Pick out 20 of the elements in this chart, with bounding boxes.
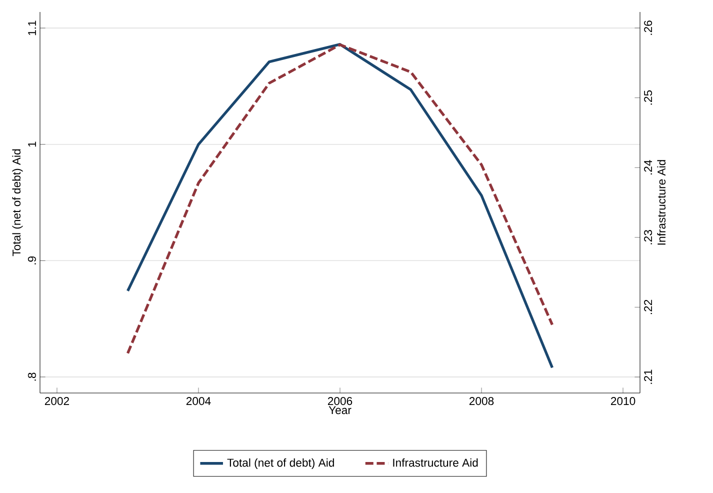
legend-label: Total (net of debt) Aid (227, 458, 334, 469)
y-tick-label: .8 (28, 372, 36, 381)
y2-tick-label: .22 (644, 300, 652, 314)
x-axis-title: Year (328, 406, 352, 414)
x-tick-label: 2010 (610, 397, 636, 406)
x-tick-label: 2006 (328, 397, 352, 406)
x-tick-label: 2004 (186, 397, 211, 406)
y2-axis-title: Infrastructure Aid (657, 160, 666, 245)
y-tick-label: 1.1 (28, 20, 36, 36)
y2-tick-label: .25 (644, 90, 652, 105)
y-tick-label: .9 (28, 256, 36, 264)
y2-tick-label: .24 (644, 160, 652, 174)
legend-label: Infrastructure Aid (393, 458, 478, 467)
x-tick-label: 2002 (44, 397, 70, 406)
y-tick-label: 1 (28, 142, 36, 147)
x-tick-label: 2008 (469, 397, 494, 406)
y2-tick-label: .26 (644, 20, 652, 35)
y2-tick-label: .21 (644, 370, 652, 384)
y-axis-title: Total (net of debt) Aid (12, 149, 23, 256)
y2-tick-label: .23 (644, 230, 652, 244)
